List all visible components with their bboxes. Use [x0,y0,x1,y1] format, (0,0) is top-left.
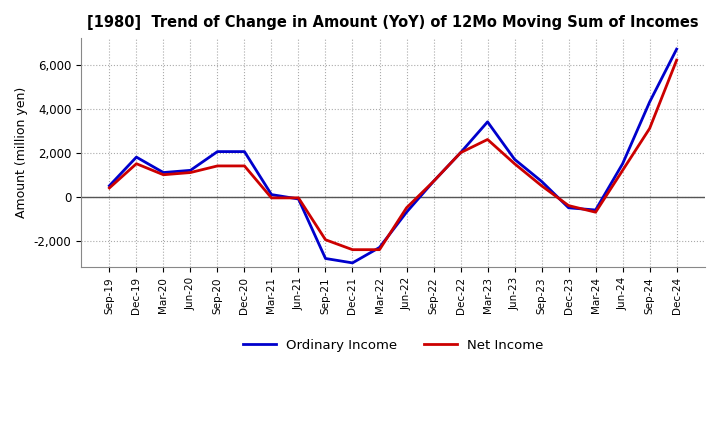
Net Income [645,126,654,131]
Ordinary Income [456,150,465,155]
Ordinary Income [591,207,600,213]
Net Income [321,237,330,242]
Net Income [672,58,681,63]
Ordinary Income [348,260,357,265]
Ordinary Income [564,205,573,210]
Ordinary Income [672,47,681,52]
Net Income [213,163,222,169]
Ordinary Income [402,209,411,215]
Net Income [456,150,465,155]
Net Income [375,247,384,252]
Ordinary Income [186,168,194,173]
Net Income [564,203,573,208]
Ordinary Income [159,170,168,175]
Ordinary Income [105,183,114,188]
Ordinary Income [510,157,519,162]
Line: Net Income: Net Income [109,60,677,249]
Ordinary Income [240,149,249,154]
Ordinary Income [321,256,330,261]
Y-axis label: Amount (million yen): Amount (million yen) [15,87,28,218]
Ordinary Income [537,179,546,184]
Net Income [132,161,140,166]
Ordinary Income [483,119,492,125]
Net Income [429,179,438,184]
Ordinary Income [645,99,654,105]
Net Income [267,195,276,201]
Ordinary Income [132,154,140,160]
Legend: Ordinary Income, Net Income: Ordinary Income, Net Income [238,334,549,357]
Net Income [294,195,303,201]
Title: [1980]  Trend of Change in Amount (YoY) of 12Mo Moving Sum of Incomes: [1980] Trend of Change in Amount (YoY) o… [87,15,699,30]
Ordinary Income [618,161,627,166]
Ordinary Income [267,192,276,197]
Ordinary Income [294,196,303,202]
Net Income [186,170,194,175]
Net Income [618,168,627,173]
Ordinary Income [213,149,222,154]
Line: Ordinary Income: Ordinary Income [109,49,677,263]
Net Income [240,163,249,169]
Ordinary Income [429,179,438,184]
Net Income [591,209,600,215]
Net Income [483,137,492,142]
Net Income [537,183,546,188]
Net Income [510,161,519,166]
Net Income [105,185,114,191]
Ordinary Income [375,245,384,250]
Net Income [402,205,411,210]
Net Income [159,172,168,177]
Net Income [348,247,357,252]
